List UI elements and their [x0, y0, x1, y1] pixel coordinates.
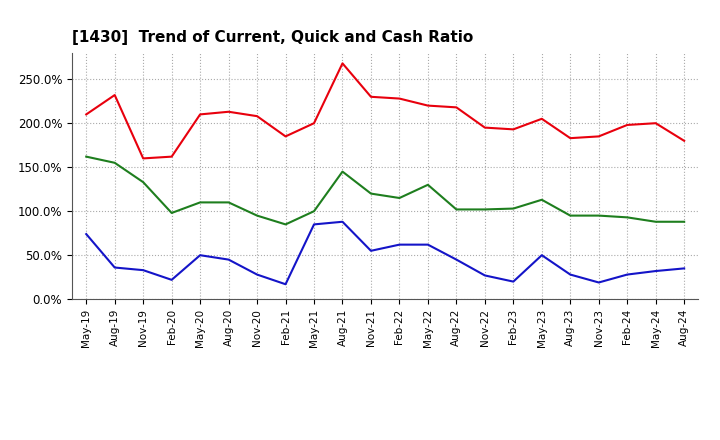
Cash Ratio [395, 242, 404, 247]
Quick Ratio [566, 213, 575, 218]
Line: Cash Ratio: Cash Ratio [86, 222, 684, 284]
Current Ratio [480, 125, 489, 130]
Current Ratio [167, 154, 176, 159]
Quick Ratio [310, 209, 318, 214]
Text: [1430]  Trend of Current, Quick and Cash Ratio: [1430] Trend of Current, Quick and Cash … [72, 29, 473, 45]
Quick Ratio [623, 215, 631, 220]
Cash Ratio [110, 265, 119, 270]
Current Ratio [395, 96, 404, 101]
Quick Ratio [595, 213, 603, 218]
Quick Ratio [652, 219, 660, 224]
Cash Ratio [566, 272, 575, 277]
Current Ratio [423, 103, 432, 108]
Quick Ratio [167, 210, 176, 216]
Current Ratio [509, 127, 518, 132]
Current Ratio [196, 112, 204, 117]
Current Ratio [110, 92, 119, 98]
Current Ratio [139, 156, 148, 161]
Cash Ratio [537, 253, 546, 258]
Cash Ratio [310, 222, 318, 227]
Cash Ratio [652, 268, 660, 274]
Quick Ratio [82, 154, 91, 159]
Current Ratio [680, 138, 688, 143]
Quick Ratio [395, 195, 404, 201]
Cash Ratio [225, 257, 233, 262]
Quick Ratio [480, 207, 489, 212]
Quick Ratio [225, 200, 233, 205]
Current Ratio [595, 134, 603, 139]
Cash Ratio [139, 268, 148, 273]
Current Ratio [537, 116, 546, 121]
Current Ratio [452, 105, 461, 110]
Cash Ratio [167, 277, 176, 282]
Cash Ratio [452, 257, 461, 262]
Current Ratio [310, 121, 318, 126]
Cash Ratio [196, 253, 204, 258]
Cash Ratio [423, 242, 432, 247]
Cash Ratio [366, 248, 375, 253]
Quick Ratio [282, 222, 290, 227]
Quick Ratio [537, 197, 546, 202]
Cash Ratio [480, 273, 489, 278]
Current Ratio [652, 121, 660, 126]
Quick Ratio [110, 160, 119, 165]
Current Ratio [566, 136, 575, 141]
Current Ratio [282, 134, 290, 139]
Current Ratio [82, 112, 91, 117]
Quick Ratio [509, 206, 518, 211]
Quick Ratio [366, 191, 375, 196]
Quick Ratio [139, 180, 148, 185]
Current Ratio [253, 114, 261, 119]
Cash Ratio [595, 280, 603, 285]
Cash Ratio [282, 282, 290, 287]
Line: Quick Ratio: Quick Ratio [86, 157, 684, 224]
Current Ratio [338, 61, 347, 66]
Cash Ratio [82, 231, 91, 237]
Cash Ratio [338, 219, 347, 224]
Quick Ratio [196, 200, 204, 205]
Quick Ratio [452, 207, 461, 212]
Cash Ratio [253, 272, 261, 277]
Current Ratio [225, 109, 233, 114]
Current Ratio [623, 122, 631, 128]
Current Ratio [366, 94, 375, 99]
Quick Ratio [423, 182, 432, 187]
Quick Ratio [680, 219, 688, 224]
Cash Ratio [623, 272, 631, 277]
Line: Current Ratio: Current Ratio [86, 63, 684, 158]
Cash Ratio [509, 279, 518, 284]
Quick Ratio [338, 169, 347, 174]
Quick Ratio [253, 213, 261, 218]
Cash Ratio [680, 266, 688, 271]
